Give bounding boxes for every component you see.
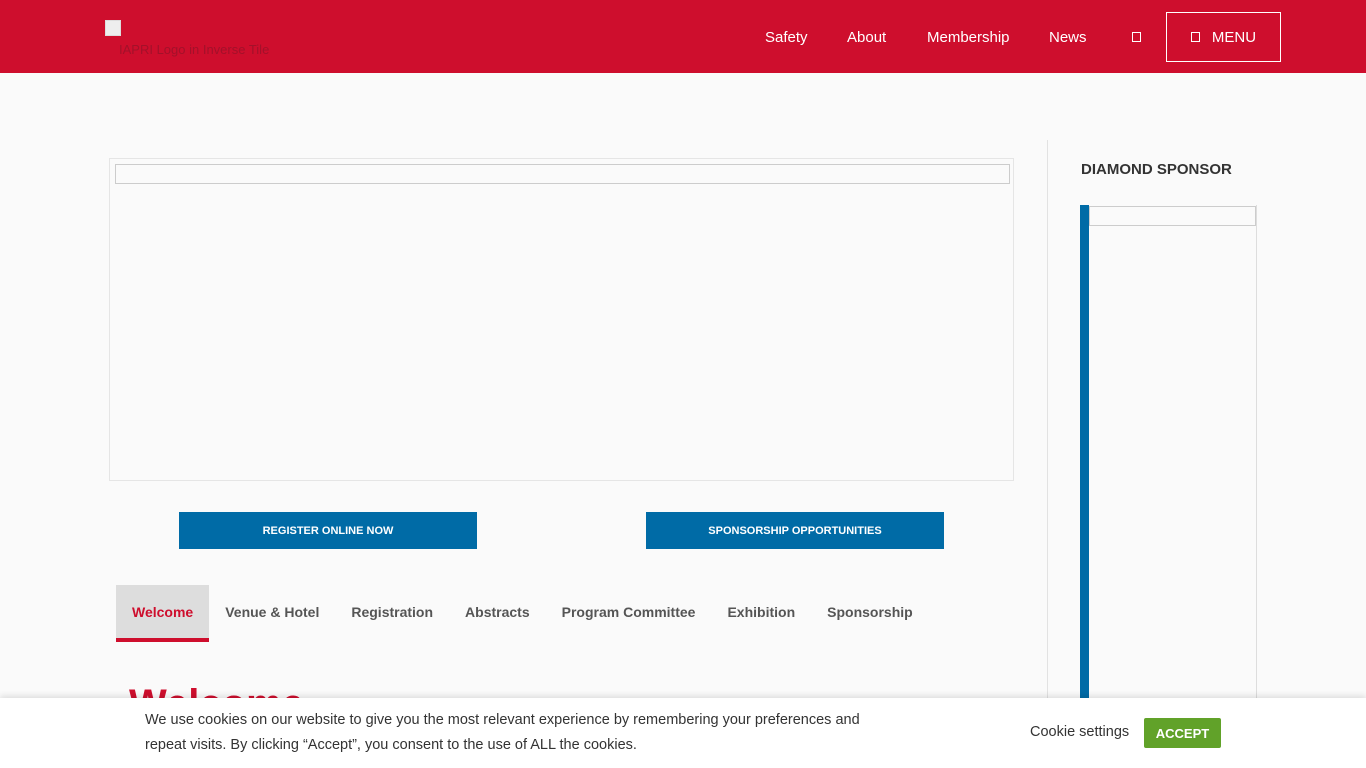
nav-news[interactable]: News [1049,29,1087,46]
sponsor-image[interactable] [1080,205,1257,705]
sponsorship-button[interactable]: SPONSORSHIP OPPORTUNITIES [646,512,944,549]
broken-image [115,164,1010,184]
logo[interactable]: IAPRI Logo in Inverse Tile [105,20,269,57]
broken-image [1089,206,1256,226]
site-header: IAPRI Logo in Inverse Tile Safety About … [0,0,1366,73]
tab-venue-hotel[interactable]: Venue & Hotel [225,604,320,620]
cookie-settings-link[interactable]: Cookie settings [1030,724,1130,740]
nav-membership[interactable]: Membership [927,29,1010,46]
tab-abstracts[interactable]: Abstracts [465,604,530,620]
cookie-text: We use cookies on our website to give yo… [145,712,860,753]
nav-about[interactable]: About [847,29,887,46]
menu-label: MENU [1211,28,1257,46]
menu-icon [1190,32,1200,42]
cookie-banner: We use cookies on our website to give yo… [0,698,1366,768]
register-button[interactable]: REGISTER ONLINE NOW [179,512,477,549]
tab-program-committee[interactable]: Program Committee [561,604,696,620]
logo-alt-text: IAPRI Logo in Inverse Tile [119,42,270,57]
menu-button[interactable]: MENU [1166,12,1281,62]
nav-safety[interactable]: Safety [765,29,808,46]
broken-image-icon [105,20,121,36]
accept-button[interactable]: ACCEPT [1144,718,1221,748]
tab-sponsorship[interactable]: Sponsorship [827,604,913,620]
sidebar-divider [1047,140,1048,700]
sidebar-title: DIAMOND SPONSOR [1081,161,1232,178]
search-icon[interactable] [1132,32,1141,42]
tab-bar: Welcome Venue & Hotel Registration Abstr… [116,585,929,642]
banner-image [109,158,1014,481]
tab-welcome[interactable]: Welcome [116,585,210,642]
tab-registration[interactable]: Registration [351,604,434,620]
tab-exhibition[interactable]: Exhibition [727,604,796,620]
